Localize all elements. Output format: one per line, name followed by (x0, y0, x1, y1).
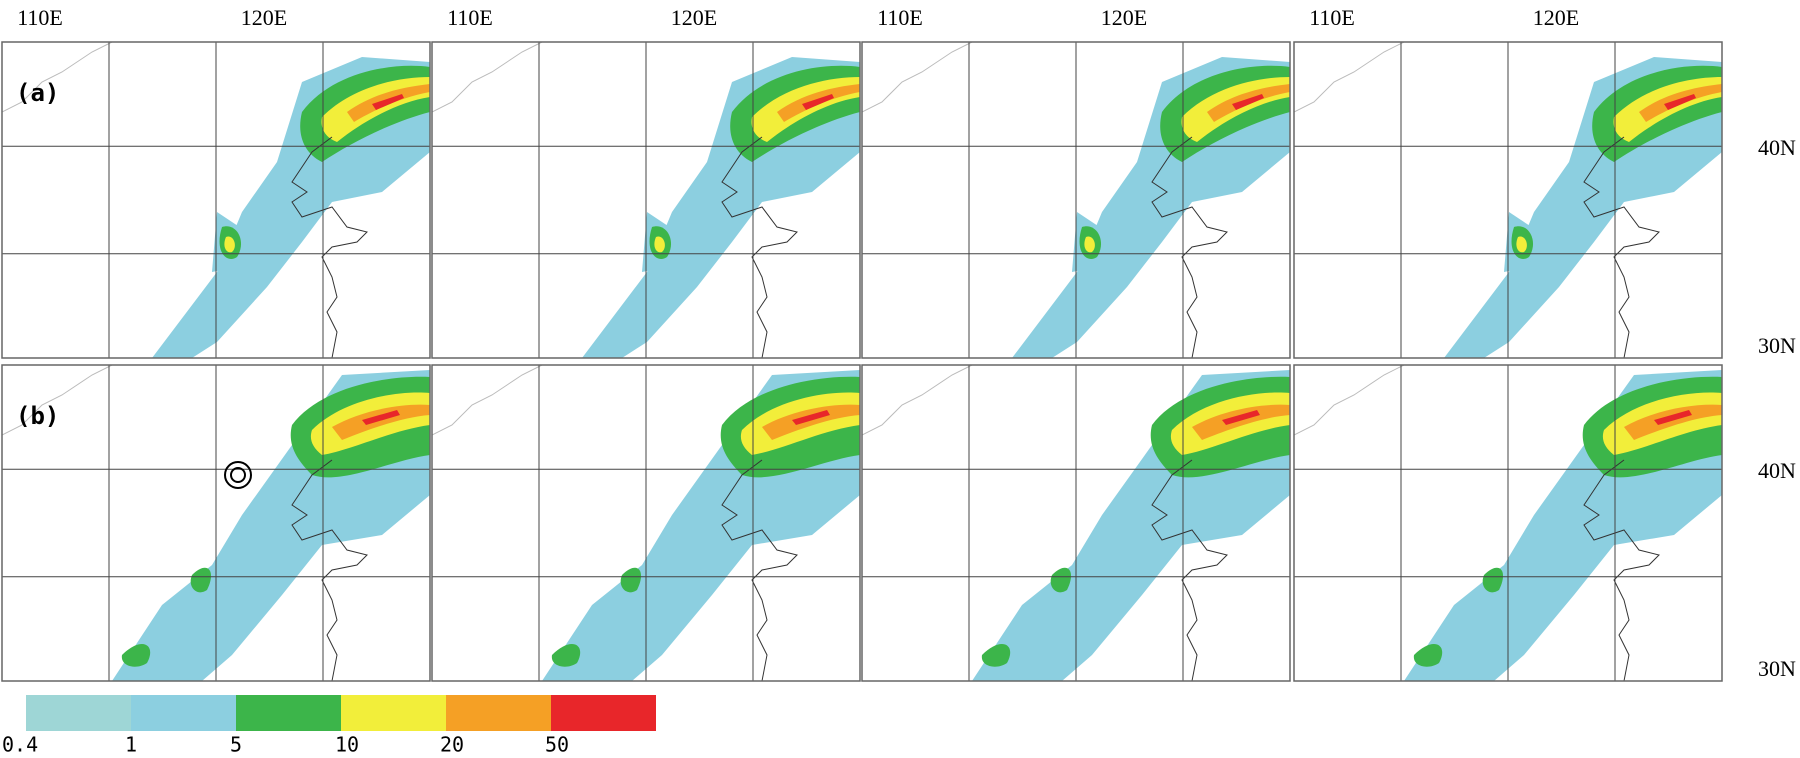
colorbar-box (26, 695, 131, 731)
lon-label: 110E (1309, 5, 1355, 30)
panel-frame (431, 364, 861, 682)
map-panel (861, 364, 1291, 682)
lat-label: 30N (1758, 656, 1796, 681)
panel-frame (1, 364, 431, 682)
panel-frame (861, 41, 1291, 359)
colorbar-box (131, 695, 236, 731)
lon-label: 110E (17, 5, 63, 30)
colorbar-label: 5 (230, 733, 242, 757)
colorbar-box (446, 695, 551, 731)
lon-label: 120E (671, 5, 717, 30)
colorbar-label: 1 (125, 733, 137, 757)
map-panel (1293, 41, 1723, 359)
lon-label: 110E (447, 5, 493, 30)
colorbar-box (236, 695, 341, 731)
lat-label: 30N (1758, 333, 1796, 358)
panel-frame (1, 41, 431, 359)
lon-label: 110E (877, 5, 923, 30)
lon-label: 120E (241, 5, 287, 30)
station-marker (224, 461, 252, 489)
map-panel (431, 364, 861, 682)
panel-frame (1293, 41, 1723, 359)
lat-label: 40N (1758, 458, 1796, 483)
station-marker (230, 467, 246, 483)
colorbar-label: 0.4 (2, 733, 38, 757)
panel-frame (431, 41, 861, 359)
map-panel (1293, 364, 1723, 682)
map-panel: (a) (1, 41, 431, 359)
colorbar-box (341, 695, 446, 731)
map-panel: (b) (1, 364, 431, 682)
colorbar-box (551, 695, 656, 731)
panel-frame (1293, 364, 1723, 682)
map-panel (431, 41, 861, 359)
panel-label: (b) (16, 402, 59, 430)
panel-frame (861, 364, 1291, 682)
panel-label: (a) (16, 79, 59, 107)
colorbar-label: 10 (335, 733, 359, 757)
colorbar-label: 20 (440, 733, 464, 757)
lon-label: 120E (1101, 5, 1147, 30)
map-panel (861, 41, 1291, 359)
colorbar-label: 50 (545, 733, 569, 757)
lat-label: 40N (1758, 135, 1796, 160)
lon-label: 120E (1533, 5, 1579, 30)
